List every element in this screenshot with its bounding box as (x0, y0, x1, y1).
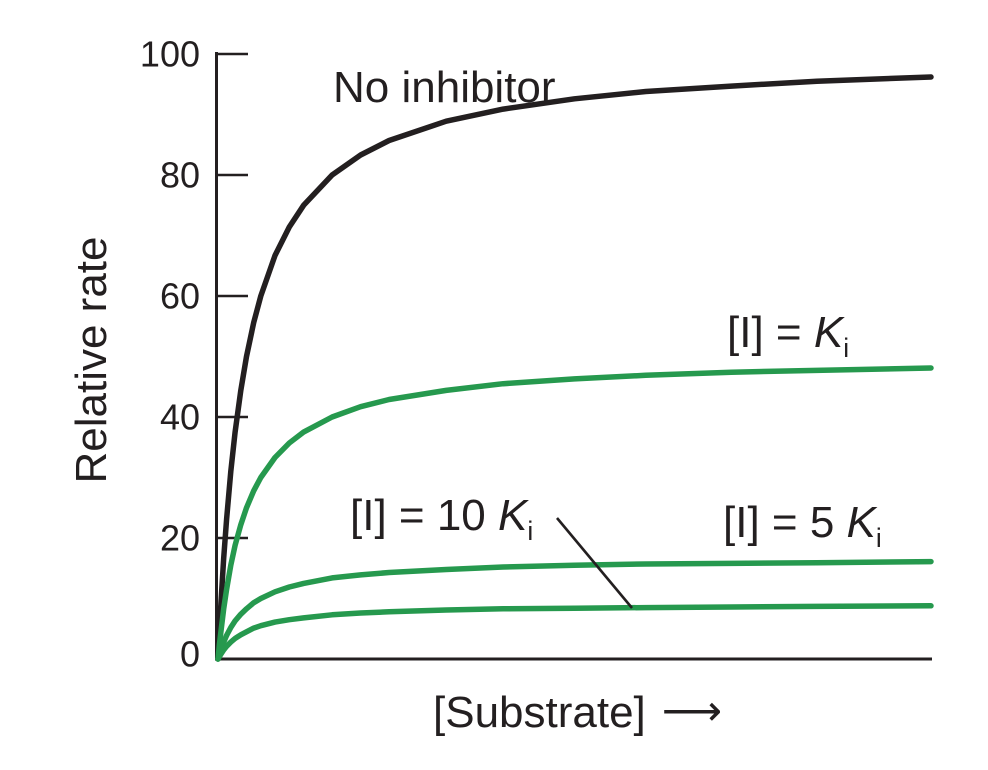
curve-i-equals-5ki (215, 558, 934, 662)
annotation-10ki-prefix: [I] = 10 (350, 491, 498, 540)
annotation-5ki-prefix: [I] = 5 (723, 498, 847, 547)
ki-symbol: K (846, 498, 876, 547)
annotation-no-inhibitor: No inhibitor (333, 63, 556, 112)
annotation-i-equals-5ki: [I] = 5 Ki (723, 498, 882, 551)
y-tick-label: 80 (160, 155, 200, 196)
y-tick-label: 60 (160, 276, 200, 317)
curve-no-inhibitor (215, 74, 934, 662)
y-tick-label: 20 (160, 518, 200, 559)
x-axis-title-text: [Substrate] (433, 688, 646, 737)
x-axis-title: [Substrate] ⟶ (433, 687, 722, 737)
ki-subscript: i (527, 515, 534, 546)
ki-symbol: K (813, 308, 844, 357)
leader-line-10ki (556, 517, 633, 609)
y-tick-label: 0 (180, 634, 200, 675)
annotation-i-equals-10ki: [I] = 10 Ki (350, 491, 533, 544)
annotation-i-equals-ki: [I] = Ki (727, 308, 849, 361)
curve-i-equals-10ki (215, 603, 934, 662)
y-axis-title: Relative rate (67, 236, 116, 484)
ki-subscript: i (843, 332, 850, 363)
ki-subscript: i (875, 522, 882, 553)
ki-symbol: K (497, 491, 528, 540)
curve-i-equals-ki (215, 365, 934, 662)
right-arrow-icon: ⟶ (661, 687, 722, 734)
y-tick-label: 100 (140, 34, 200, 75)
annotation-ki-prefix: [I] = (727, 308, 814, 357)
y-tick-label: 40 (160, 397, 200, 438)
